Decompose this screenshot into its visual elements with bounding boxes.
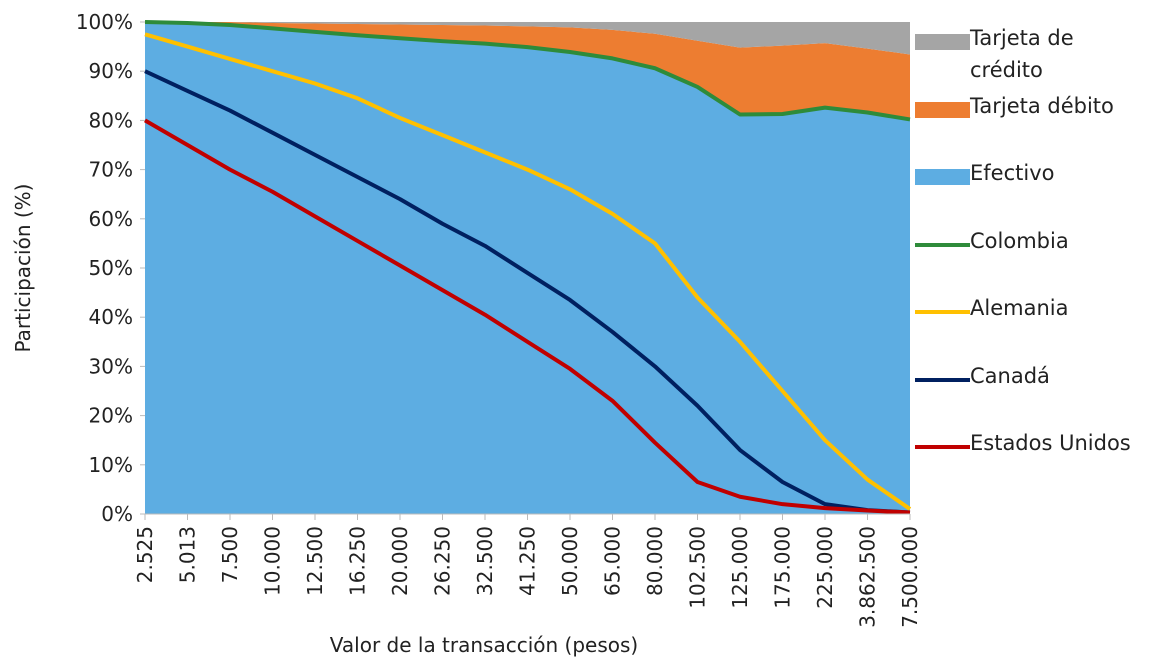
y-tick-label: 40% bbox=[89, 305, 133, 329]
x-tick-label: 7.500.000 bbox=[898, 526, 922, 628]
x-tick-label: 41.250 bbox=[516, 526, 540, 596]
x-tick-label: 26.250 bbox=[431, 526, 455, 596]
x-tick-label: 32.500 bbox=[473, 526, 497, 596]
legend-label: Alemania bbox=[970, 296, 1069, 320]
y-tick-label: 100% bbox=[76, 10, 133, 34]
legend-swatch bbox=[915, 378, 970, 382]
x-tick-label: 80.000 bbox=[643, 526, 667, 596]
y-tick-label: 90% bbox=[89, 59, 133, 83]
x-tick-label: 2.525 bbox=[133, 526, 157, 583]
y-tick-label: 0% bbox=[101, 502, 133, 526]
y-axis-label: Participación (%) bbox=[11, 184, 35, 353]
y-tick-label: 30% bbox=[89, 354, 133, 378]
legend-item: Tarjeta de crédito bbox=[915, 26, 1140, 86]
area bbox=[145, 22, 910, 120]
legend-swatch bbox=[915, 169, 970, 185]
legend-item: Colombia bbox=[915, 229, 1140, 257]
y-tick-label: 10% bbox=[89, 453, 133, 477]
legend-item: Tarjeta débito bbox=[915, 94, 1140, 122]
x-tick-label: 65.000 bbox=[601, 526, 625, 596]
line bbox=[143, 118, 911, 515]
x-tick-label: 5.013 bbox=[176, 526, 200, 583]
x-tick-label: 50.000 bbox=[558, 526, 582, 596]
legend-item: Canadá bbox=[915, 364, 1140, 392]
lines bbox=[143, 20, 912, 515]
x-tick-label: 10.000 bbox=[261, 526, 285, 596]
y-tick-label: 60% bbox=[89, 207, 133, 231]
line bbox=[144, 32, 912, 511]
y-tick-label: 80% bbox=[89, 108, 133, 132]
legend-label: Colombia bbox=[970, 229, 1069, 253]
x-tick-label: 12.500 bbox=[303, 526, 327, 596]
legend-swatch bbox=[915, 34, 970, 50]
x-tick-label: 175.000 bbox=[771, 526, 795, 609]
areas bbox=[145, 22, 910, 514]
x-tick-label: 125.000 bbox=[728, 526, 752, 609]
legend-swatch bbox=[915, 445, 970, 449]
x-tick-label: 16.250 bbox=[346, 526, 370, 596]
line bbox=[144, 69, 911, 515]
x-tick-label: 102.500 bbox=[686, 526, 710, 609]
y-tick-label: 20% bbox=[89, 404, 133, 428]
legend-swatch bbox=[915, 310, 970, 314]
x-tick-label: 20.000 bbox=[388, 526, 412, 596]
legend-label: Canadá bbox=[970, 364, 1050, 388]
legend-label: Estados Unidos bbox=[970, 431, 1131, 455]
area bbox=[145, 22, 910, 514]
line bbox=[144, 20, 911, 122]
y-tick-label: 70% bbox=[89, 158, 133, 182]
legend-item: Efectivo bbox=[915, 161, 1140, 189]
area bbox=[145, 22, 910, 55]
x-tick-label: 7.500 bbox=[218, 526, 242, 583]
legend-label: Efectivo bbox=[970, 161, 1055, 185]
legend-label: Tarjeta débito bbox=[970, 94, 1114, 118]
y-tick-label: 50% bbox=[89, 256, 133, 280]
legend-swatch bbox=[915, 243, 970, 247]
legend-item: Estados Unidos bbox=[915, 431, 1140, 459]
x-tick-label: 3.862.500 bbox=[856, 526, 880, 628]
legend-item: Alemania bbox=[915, 296, 1140, 324]
x-tick-label: 225.000 bbox=[813, 526, 837, 609]
x-axis-label: Valor de la transacción (pesos) bbox=[330, 633, 638, 657]
legend-swatch bbox=[915, 102, 970, 118]
legend-label: Tarjeta de crédito bbox=[970, 26, 1074, 82]
